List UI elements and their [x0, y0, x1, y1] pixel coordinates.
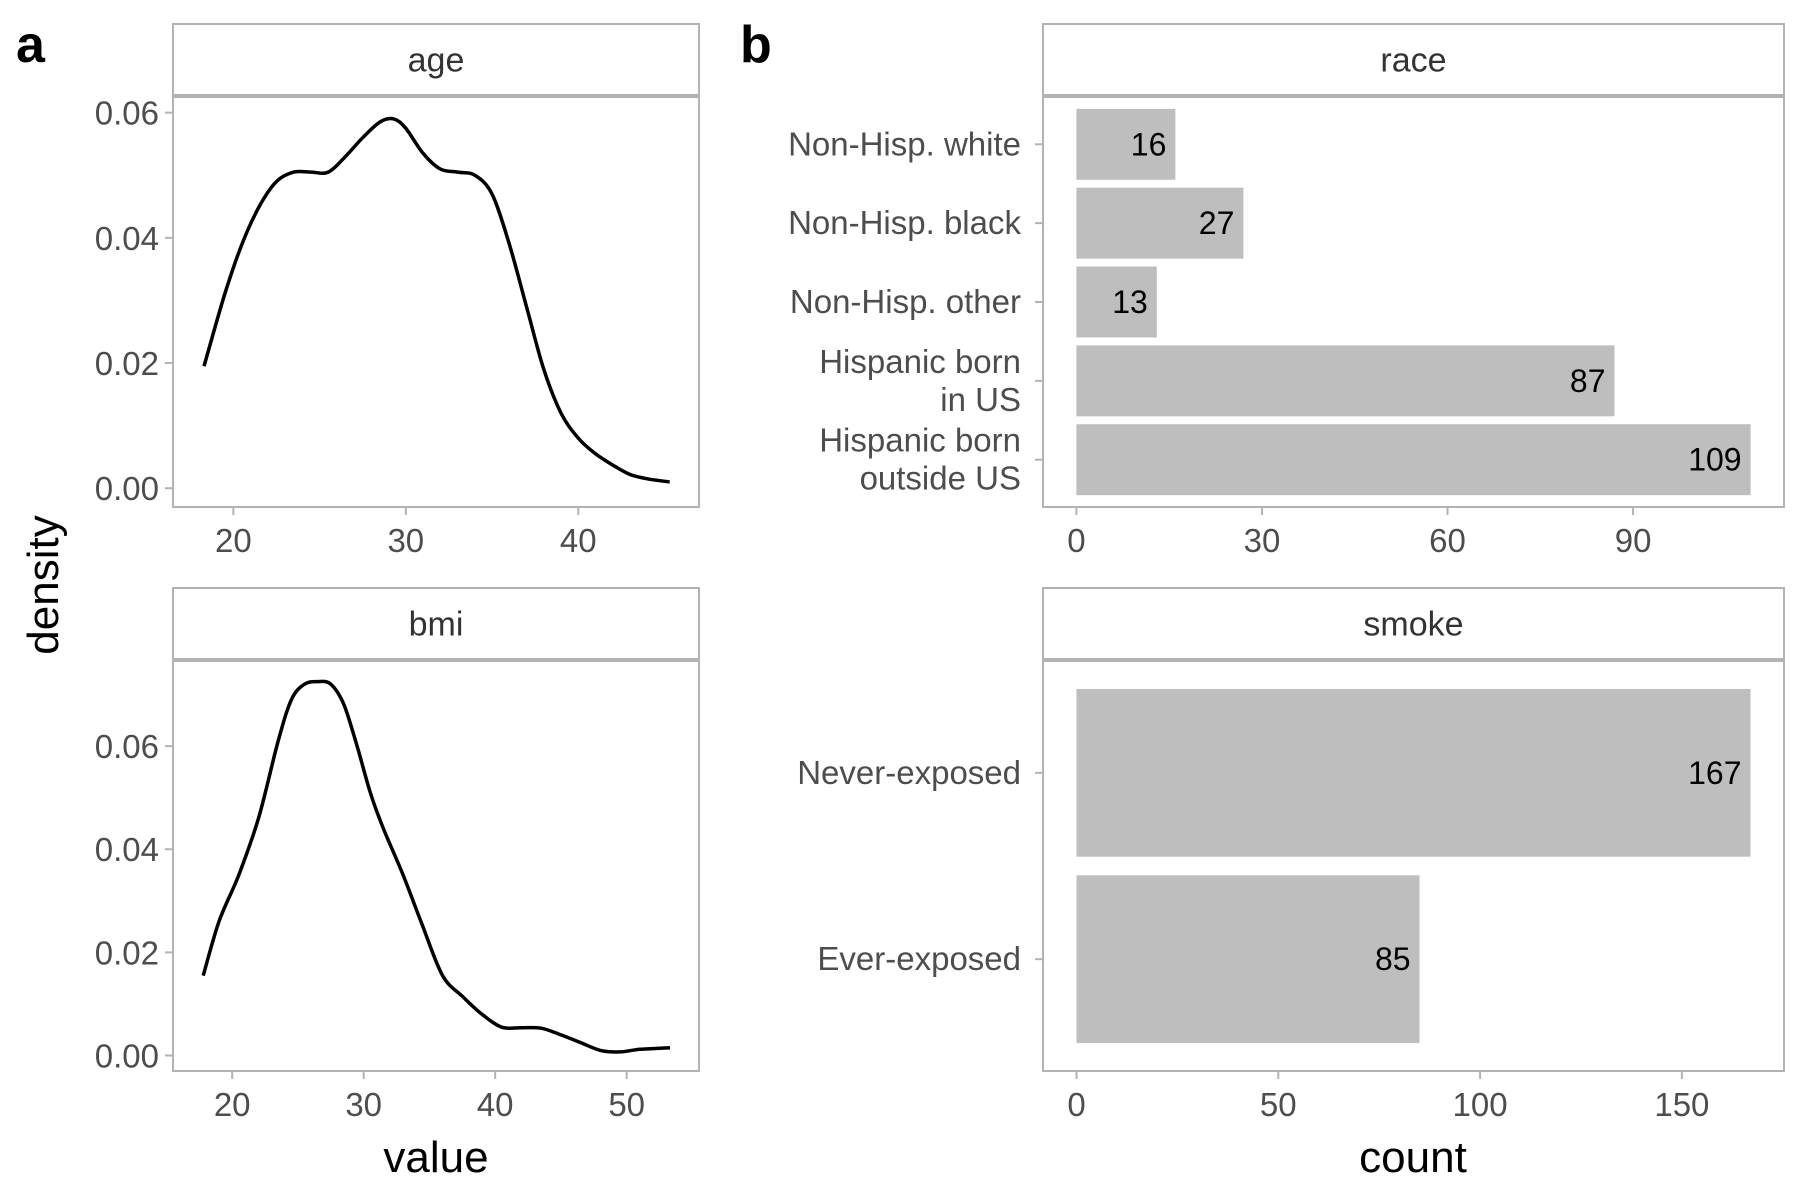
smoke-facet-strip [1042, 587, 1785, 660]
age-y-tick-label: 0.02 [95, 345, 159, 382]
race-category-label: Hispanic born in US [819, 343, 1021, 418]
race-bar-value: 27 [1199, 205, 1235, 241]
race-x-tick-label: 90 [1615, 522, 1652, 559]
race-bar [1076, 424, 1751, 496]
age-facet-strip [172, 23, 700, 96]
bmi-density-line [201, 679, 671, 1054]
bmi-panel-border [172, 660, 700, 1072]
bmi-facet-label: bmi [409, 606, 464, 644]
bmi-facet-strip [172, 587, 700, 660]
race-bar [1076, 108, 1176, 180]
age-density-panel: age 0.00 0.02 0.04 0.06 20 30 40 [95, 23, 700, 559]
smoke-x-tick-label: 50 [1260, 1086, 1297, 1123]
race-bar [1076, 187, 1244, 259]
race-x-tick-label: 0 [1067, 522, 1085, 559]
bmi-density-panel: bmi 0.00 0.02 0.04 0.06 20 30 40 50 [95, 587, 700, 1123]
age-panel-border [172, 96, 700, 508]
race-bar-value: 13 [1112, 284, 1148, 320]
smoke-category-label: Ever-exposed [817, 940, 1021, 977]
smoke-count-panel: smoke 167 Never-exposed 85 Ever-exposed 0 50 10… [797, 587, 1785, 1123]
race-bar-value: 109 [1688, 442, 1741, 478]
smoke-bar-value: 85 [1375, 941, 1411, 977]
age-x-tick-label: 40 [560, 522, 597, 559]
bmi-y-tick-label: 0.06 [95, 728, 159, 765]
panel-b-x-axis-title: count [1359, 1133, 1467, 1182]
bmi-x-tick-label: 40 [477, 1086, 514, 1123]
smoke-panel-border [1042, 660, 1785, 1072]
race-x-tick-label: 30 [1244, 522, 1281, 559]
race-bar-value: 16 [1131, 126, 1167, 162]
smoke-x-tick-label: 150 [1654, 1086, 1709, 1123]
age-density-line [202, 116, 670, 484]
panel-a-y-axis-title: density [19, 515, 68, 654]
smoke-x-tick-label: 100 [1453, 1086, 1508, 1123]
smoke-category-label: Never-exposed [797, 754, 1021, 791]
age-x-tick-label: 30 [387, 522, 424, 559]
race-category-label: Non-Hisp. other [790, 283, 1021, 320]
race-facet-strip [1042, 23, 1785, 96]
race-category-label: Non-Hisp. white [788, 125, 1021, 162]
race-bar [1076, 266, 1157, 338]
smoke-bar [1076, 875, 1420, 1044]
smoke-facet-label: smoke [1363, 606, 1463, 644]
panel-a-tag: a [16, 16, 46, 74]
bmi-x-tick-label: 50 [608, 1086, 645, 1123]
panel-a-x-axis-title: value [383, 1133, 488, 1182]
bmi-y-tick-label: 0.04 [95, 831, 159, 868]
race-category-label: Non-Hisp. black [788, 204, 1021, 241]
race-count-panel: race 16 Non-Hisp. white 27 Non-Hisp. black 13… [788, 23, 1785, 559]
age-y-tick-label: 0.00 [95, 470, 159, 507]
age-y-tick-label: 0.06 [95, 95, 159, 132]
race-facet-label: race [1380, 42, 1446, 80]
age-y-tick-label: 0.04 [95, 220, 159, 257]
age-facet-label: age [408, 42, 465, 80]
race-category-label: Hispanic born outside US [819, 422, 1021, 497]
bmi-y-tick-label: 0.02 [95, 934, 159, 971]
smoke-x-tick-label: 0 [1067, 1086, 1085, 1123]
race-bar-value: 87 [1570, 363, 1606, 399]
age-x-tick-label: 20 [215, 522, 252, 559]
smoke-bar-value: 167 [1688, 755, 1741, 791]
bmi-y-tick-label: 0.00 [95, 1038, 159, 1075]
smoke-bar [1076, 688, 1751, 857]
bmi-x-tick-label: 30 [345, 1086, 382, 1123]
panel-b-tag: b [740, 16, 772, 74]
race-bar [1076, 345, 1615, 417]
race-x-tick-label: 60 [1429, 522, 1466, 559]
bmi-x-tick-label: 20 [214, 1086, 251, 1123]
